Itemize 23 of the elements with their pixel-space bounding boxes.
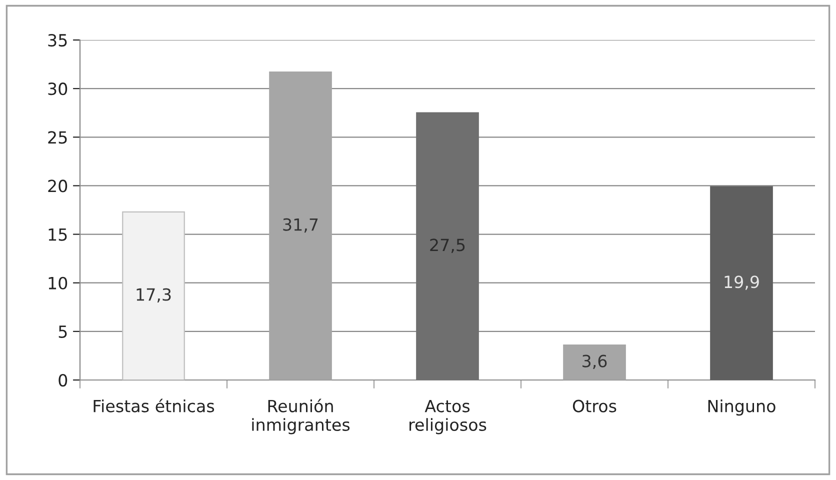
y-tick-label: 5 (58, 326, 67, 338)
x-tick-label: Fiestas étnicas (94, 398, 214, 412)
y-tick-label: 30 (48, 82, 68, 96)
bar (269, 72, 332, 380)
data-label: 31,7 (283, 218, 318, 233)
bar (710, 186, 773, 380)
y-tick-label: 0 (58, 374, 68, 387)
bar (416, 112, 479, 380)
x-tick-label: Otros (572, 400, 616, 412)
data-label: 3,6 (582, 354, 607, 370)
y-tick-label: 15 (48, 228, 67, 241)
bar (122, 211, 185, 380)
y-tick-label: 35 (48, 34, 67, 47)
x-tick-label: Actos religiosos (410, 400, 486, 434)
x-tick-label: Reunión inmigrantes (252, 398, 350, 434)
y-tick-label: 10 (48, 276, 68, 290)
data-label: 19,9 (724, 276, 759, 290)
data-label: 27,5 (430, 238, 465, 253)
x-tick-label: Ninguno (708, 399, 776, 416)
y-tick-label: 25 (48, 131, 67, 144)
data-label: 17,3 (136, 288, 171, 303)
bar (563, 344, 626, 380)
y-tick-label: 20 (48, 180, 68, 192)
